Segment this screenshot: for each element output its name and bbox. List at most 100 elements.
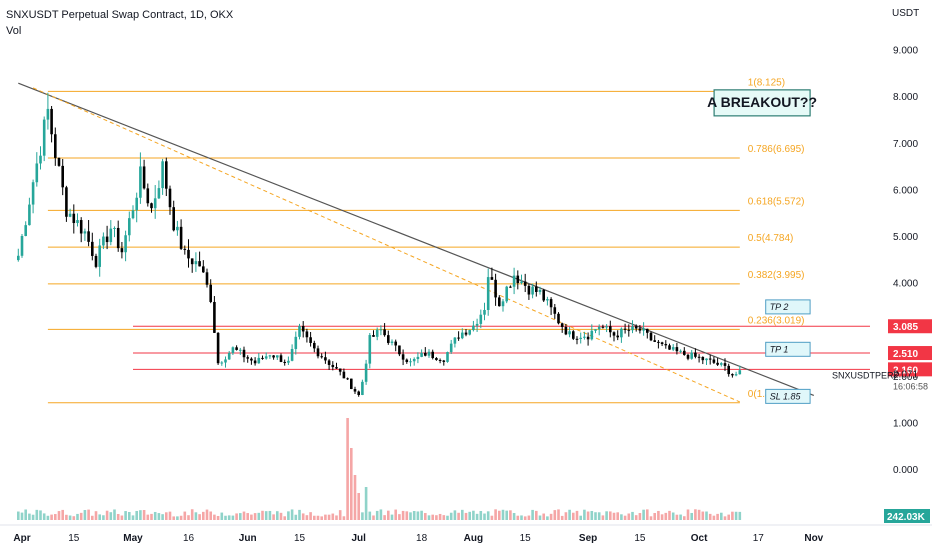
candle-body [646, 328, 649, 333]
volume-bar [242, 511, 246, 520]
candle-body [79, 220, 83, 234]
x-tick-label: May [123, 533, 143, 544]
x-tick-label: 15 [634, 533, 646, 544]
volume-bar [35, 509, 39, 520]
volume-bar [383, 515, 386, 520]
candle-body [671, 347, 675, 350]
target-box[interactable] [765, 388, 811, 404]
price-axis[interactable]: 9.0008.0007.0006.0005.0004.0003.0002.000… [832, 46, 932, 523]
volume-bar [564, 512, 568, 520]
price-level-badge[interactable] [888, 362, 932, 377]
candle-body [398, 345, 401, 355]
volume-bar [575, 510, 579, 520]
candle-body [202, 266, 205, 273]
volume-bar [738, 511, 742, 520]
volume-bar [142, 510, 146, 520]
candle-body [594, 329, 597, 331]
volume-bar [597, 512, 601, 520]
volume-bar [250, 514, 253, 520]
volume-bar [620, 514, 623, 520]
candle-body [338, 368, 342, 372]
candle-body [235, 347, 238, 350]
dashed-projection-line[interactable] [32, 87, 741, 403]
candle-body [668, 345, 671, 350]
candle-body [50, 108, 53, 135]
volume-bar [483, 513, 486, 520]
candle-body [287, 360, 290, 363]
candle-body [631, 326, 634, 331]
candle-body [642, 328, 645, 331]
volume-bar [253, 513, 257, 520]
x-tick-label: 15 [294, 533, 306, 544]
volume-bar [412, 510, 416, 520]
candle-body [583, 336, 586, 338]
volume-bar [409, 512, 412, 520]
volume-bar [390, 514, 394, 520]
candle-body [660, 342, 664, 345]
trend-lines[interactable] [18, 82, 815, 403]
price-level-badge[interactable] [888, 319, 932, 334]
x-tick-label: 16 [183, 533, 195, 544]
volume-bar [87, 509, 90, 520]
price-level-badge[interactable] [888, 346, 932, 361]
y-tick-label: 4.000 [893, 279, 918, 290]
volume-bar [194, 512, 198, 520]
candle-body [142, 166, 146, 189]
volume-bar [301, 513, 305, 520]
candle-body [627, 329, 631, 331]
candle-body [176, 226, 179, 231]
candle-body [253, 360, 257, 364]
volume-bar [324, 514, 327, 520]
fib-level-label: 0.382(3.995) [748, 270, 805, 281]
volume-bar [690, 512, 693, 520]
volume-bar [372, 515, 375, 520]
candle-body [375, 329, 379, 337]
volume-bar [557, 509, 560, 520]
volume-bar [368, 511, 372, 520]
volume-badge[interactable] [884, 509, 930, 523]
candle-body [464, 332, 468, 335]
target-boxes[interactable]: TP 2 TP 1 SL 1.85 [765, 299, 811, 404]
volume-bar [657, 510, 660, 520]
volume-bar [298, 509, 301, 520]
volume-bar [416, 511, 420, 520]
candle-body [486, 277, 490, 310]
candle-body [346, 378, 349, 380]
candle-body [83, 231, 87, 234]
candle-body [723, 363, 727, 366]
candle-body [124, 235, 127, 253]
volume-bar [509, 510, 512, 520]
volume-bar [646, 509, 649, 520]
candle-body [697, 356, 701, 358]
fibonacci-retracement[interactable]: 1(8.125) 0.786(6.695) 0.618(5.572) 0.5(4.78… [47, 77, 805, 404]
volume-bar [131, 515, 135, 520]
candle-body [535, 286, 538, 292]
descending-trendline[interactable] [18, 82, 815, 396]
target-box[interactable] [765, 341, 811, 357]
volume-bar [379, 509, 383, 520]
time-axis[interactable]: Apr 15 May 16 Jun 15 Jul 18 Aug 15 Sep 15 Oct 17 Nov [0, 524, 932, 544]
volume-bar [527, 515, 531, 520]
candle-body [120, 248, 124, 253]
candle-body [738, 370, 742, 375]
candle-body [527, 285, 531, 295]
annotation-box[interactable] [713, 89, 811, 117]
candle-body [405, 359, 409, 363]
candle-body [301, 326, 305, 332]
volume-bar [475, 513, 479, 520]
volume-bar [723, 516, 727, 520]
candle-body [475, 323, 479, 326]
volume-bar [490, 515, 494, 520]
price-level-badge-text: 3.085 [893, 322, 918, 333]
candle-body [294, 336, 298, 349]
y-tick-label: 6.000 [893, 185, 918, 196]
volume-bar [28, 513, 31, 520]
target-box[interactable] [765, 299, 811, 315]
candle-body [538, 289, 542, 292]
candle-body [523, 281, 527, 286]
candle-body [324, 357, 327, 361]
y-tick-label: 0.000 [893, 465, 918, 476]
annotation[interactable]: A BREAKOUT?? [707, 89, 817, 117]
volume-bar [205, 509, 209, 520]
